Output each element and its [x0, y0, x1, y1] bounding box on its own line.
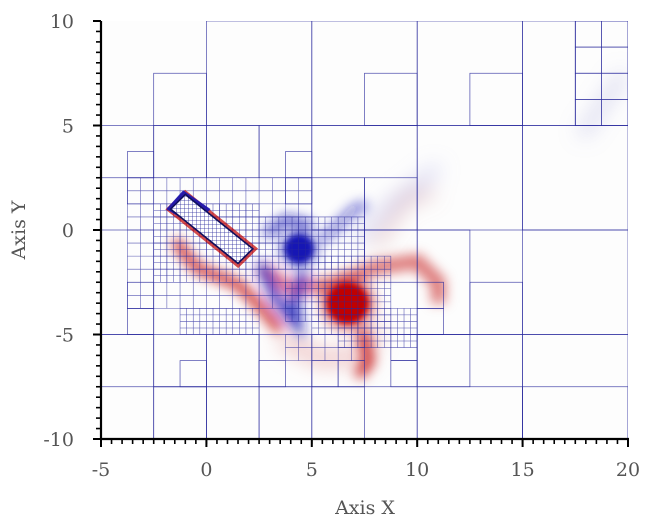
mesh-block-45: [153, 72, 207, 126]
y-axis-title: Axis Y: [8, 200, 30, 260]
y-tick-label: -10: [43, 429, 74, 451]
body-lower-red-layer: [170, 237, 285, 334]
blue-shear-layer: [256, 261, 309, 340]
x-tick-label: 15: [511, 459, 535, 481]
x-axis-title: Axis X: [334, 497, 395, 519]
x-tick-label: 0: [200, 459, 212, 481]
fine-mesh-region-4: [285, 281, 339, 322]
solid-body: [165, 189, 259, 269]
mesh-block-30: [206, 438, 260, 439]
fine-mesh-region-6: [179, 308, 260, 335]
y-tick-label: 10: [50, 11, 74, 33]
fine-mesh-region-7: [285, 334, 365, 361]
x-tick-label: 10: [405, 459, 429, 481]
x-tick-label: -5: [92, 459, 111, 481]
mesh-block-43: [469, 72, 523, 126]
x-tick-label: 20: [616, 459, 640, 481]
y-tick-label: 0: [62, 220, 74, 242]
mesh-block-44: [364, 72, 418, 126]
body-polygon: [169, 193, 255, 265]
y-tick-label: 5: [62, 116, 74, 138]
mesh-block-63: [179, 360, 207, 388]
mesh-block-29: [101, 438, 207, 439]
vortex-core-0: [284, 234, 314, 264]
mesh-block-64: [258, 360, 286, 388]
mesh-block-24: [522, 386, 628, 439]
mesh-block-60: [390, 360, 418, 388]
mesh-block-42: [601, 99, 628, 126]
axes: -5 0 5 10 15 20 10 5 0 -5 -10: [43, 11, 640, 481]
y-tick-label: -5: [55, 325, 74, 347]
upper-red-trace: [370, 187, 436, 250]
x-tick-label: 5: [306, 459, 318, 481]
upper-wake-trace: [350, 163, 442, 245]
lower-red-trail: [276, 321, 383, 368]
